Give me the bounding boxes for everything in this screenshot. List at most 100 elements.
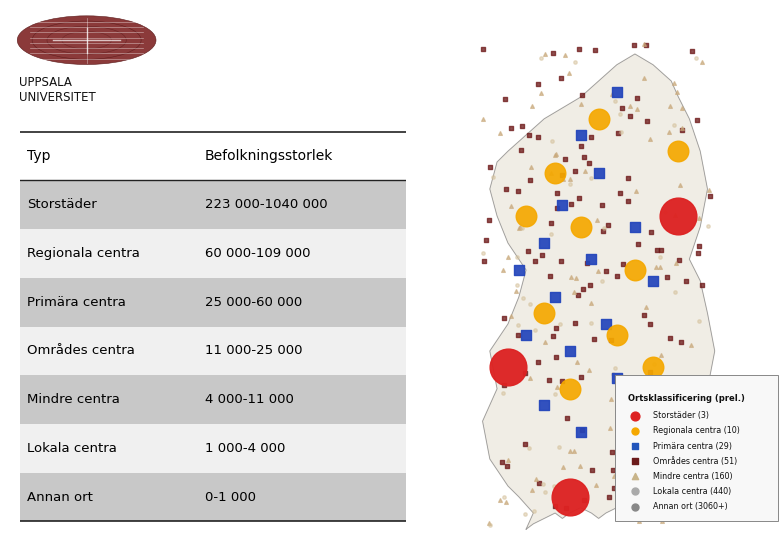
Point xyxy=(502,363,514,372)
Point xyxy=(551,382,563,391)
Point xyxy=(516,294,529,302)
Point xyxy=(688,456,700,464)
Bar xyxy=(20,472,406,522)
Point xyxy=(498,94,511,103)
Point xyxy=(532,132,544,141)
Point xyxy=(576,285,589,294)
Point xyxy=(631,471,644,480)
Point xyxy=(685,341,697,349)
Point xyxy=(558,51,571,59)
Point xyxy=(638,386,651,394)
Point xyxy=(584,299,597,308)
Point xyxy=(516,122,529,131)
Point xyxy=(638,311,651,320)
Point xyxy=(676,104,689,112)
Point xyxy=(651,393,664,401)
Point xyxy=(707,440,720,448)
Point xyxy=(574,100,587,109)
Point xyxy=(588,334,601,343)
Point xyxy=(515,145,527,154)
Point xyxy=(596,276,608,285)
Point xyxy=(522,247,534,255)
Point xyxy=(585,319,597,327)
Point xyxy=(550,150,562,158)
Point xyxy=(533,478,545,487)
Point xyxy=(693,242,705,251)
Text: Annan ort (3060+): Annan ort (3060+) xyxy=(653,502,728,511)
Point xyxy=(526,102,538,110)
Point xyxy=(498,492,510,501)
Point xyxy=(623,112,636,121)
Point xyxy=(590,480,602,489)
Point xyxy=(618,490,630,499)
Point xyxy=(497,266,509,274)
Point xyxy=(595,201,608,210)
Point xyxy=(519,369,531,377)
Point xyxy=(605,448,618,456)
Point xyxy=(563,347,576,355)
Point xyxy=(505,202,517,211)
Point xyxy=(513,223,526,232)
Point xyxy=(672,484,684,493)
Point xyxy=(519,440,531,448)
Point xyxy=(483,519,495,528)
Point xyxy=(477,114,489,123)
Point xyxy=(530,474,542,483)
Point xyxy=(629,442,641,450)
Point xyxy=(647,444,659,453)
Point xyxy=(704,192,717,201)
Point xyxy=(622,197,634,206)
Point xyxy=(650,262,662,271)
Point xyxy=(569,319,582,327)
Point xyxy=(675,338,687,347)
Point xyxy=(687,462,700,471)
Point xyxy=(601,220,614,229)
Point xyxy=(608,97,621,105)
Point xyxy=(535,53,548,62)
Point xyxy=(574,462,587,470)
Point xyxy=(483,216,495,225)
Point xyxy=(578,166,590,175)
Point xyxy=(678,403,690,412)
Point xyxy=(672,212,685,220)
Point xyxy=(690,53,702,62)
Point xyxy=(673,256,686,265)
Bar xyxy=(20,424,406,472)
Point xyxy=(519,510,531,519)
Point xyxy=(684,401,697,409)
Point xyxy=(486,173,498,182)
Point xyxy=(549,502,562,510)
Bar xyxy=(20,180,406,229)
Point xyxy=(597,224,610,233)
Point xyxy=(570,358,583,367)
Point xyxy=(633,517,646,525)
Point xyxy=(513,224,526,233)
Point xyxy=(537,480,550,489)
Point xyxy=(629,488,642,497)
Point xyxy=(629,472,641,481)
Point xyxy=(670,259,682,267)
Point xyxy=(519,330,532,339)
Text: Annan ort: Annan ort xyxy=(27,490,93,504)
Point xyxy=(548,390,561,399)
Point xyxy=(641,117,654,126)
Point xyxy=(519,212,532,220)
Point xyxy=(608,472,620,481)
Point xyxy=(628,41,640,50)
Point xyxy=(512,331,524,340)
Point xyxy=(696,281,708,289)
Point xyxy=(502,253,515,261)
Point xyxy=(656,437,668,445)
Point xyxy=(651,246,663,254)
Point xyxy=(629,457,641,465)
Point xyxy=(604,423,616,432)
Point xyxy=(691,116,704,124)
Bar xyxy=(20,375,406,424)
Point xyxy=(545,137,558,145)
Text: 11 000-25 000: 11 000-25 000 xyxy=(205,345,303,357)
Point xyxy=(484,163,496,172)
Point xyxy=(556,201,569,210)
Point xyxy=(547,48,559,57)
Point xyxy=(569,166,581,175)
Point xyxy=(606,90,619,98)
